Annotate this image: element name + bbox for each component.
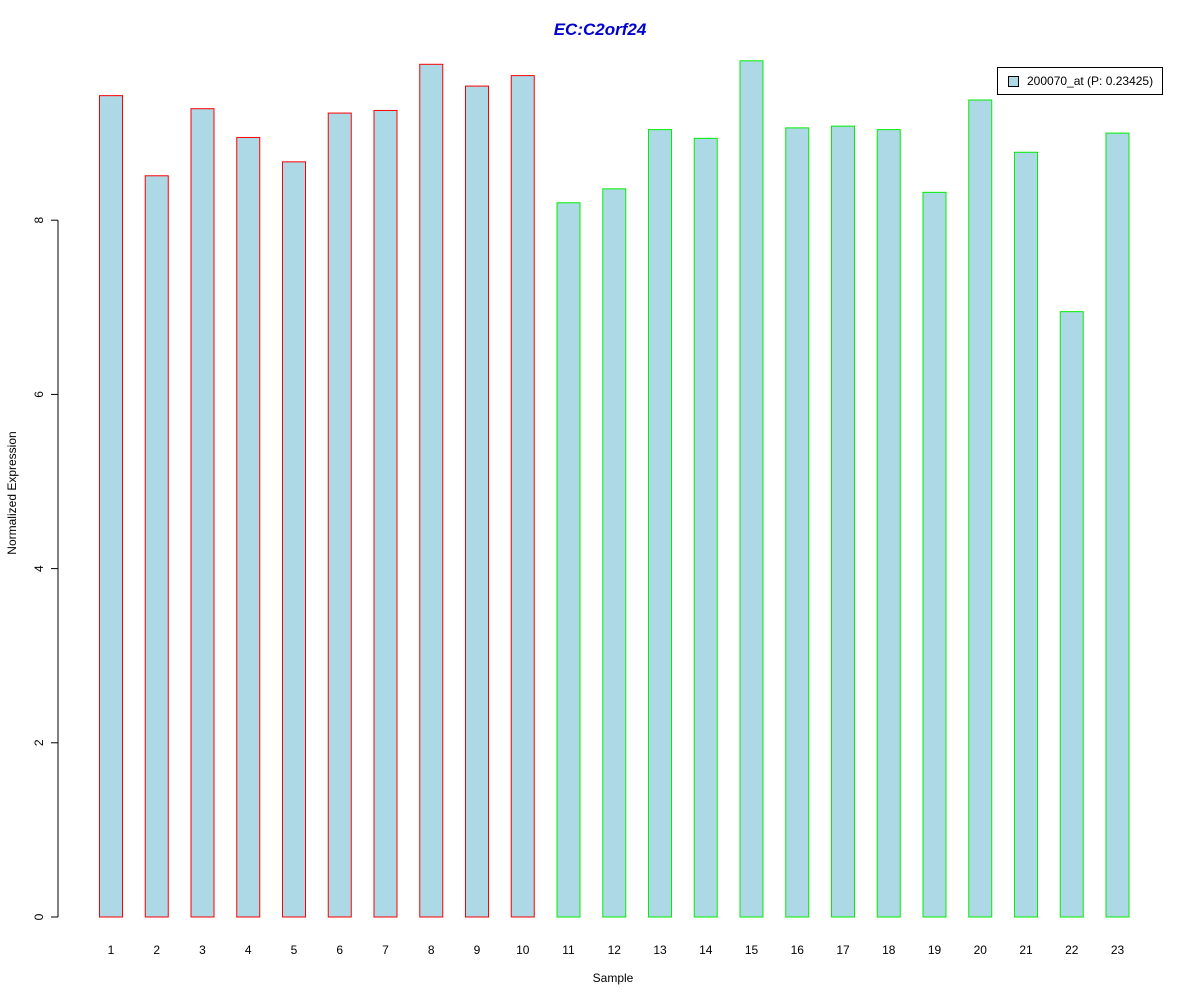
x-tick-label: 16 [791, 943, 805, 957]
bar-sample-11 [556, 202, 581, 918]
y-axis: 0 2 4 6 8 [32, 217, 59, 920]
x-tick-label: 14 [699, 943, 713, 957]
x-tick-label: 9 [474, 943, 481, 957]
x-tick-label: 15 [745, 943, 759, 957]
x-tick-label: 3 [199, 943, 206, 957]
x-tick-label: 4 [245, 943, 252, 957]
bar-sample-19 [922, 191, 947, 918]
bar-sample-13 [648, 129, 672, 918]
x-tick-label: 7 [382, 943, 389, 957]
x-tick-label: 10 [516, 943, 530, 957]
x-tick-label: 8 [428, 943, 435, 957]
x-tick-label: 6 [336, 943, 343, 957]
y-tick-label: 8 [32, 217, 46, 224]
bar-sample-3 [190, 108, 215, 918]
bar-sample-18 [876, 129, 901, 918]
legend-label: 200070_at (P: 0.23425) [1027, 74, 1154, 88]
bars-group [99, 60, 1130, 918]
x-tick-label: 18 [882, 943, 896, 957]
bar-sample-16 [785, 127, 810, 918]
legend: 200070_at (P: 0.23425) [997, 67, 1163, 95]
x-tick-label: 12 [608, 943, 622, 957]
bar-sample-21 [1014, 151, 1038, 918]
x-tick-label: 5 [291, 943, 298, 957]
x-tick-label: 20 [974, 943, 988, 957]
x-tick-label: 11 [562, 943, 575, 957]
y-axis-label: Normalized Expression [5, 431, 19, 555]
x-axis-label: Sample [592, 971, 634, 985]
bar-sample-12 [602, 188, 627, 918]
x-tick-label: 23 [1111, 943, 1125, 957]
bar-sample-10 [510, 75, 535, 918]
y-tick-label: 0 [32, 913, 46, 920]
bar-sample-15 [739, 60, 764, 918]
x-tick-label: 2 [153, 943, 160, 957]
bar-sample-20 [968, 99, 993, 918]
x-tick-labels: 1 2 3 4 5 6 7 8 9 10 11 12 13 14 15 16 17 18 19 20 21 22 23 [108, 943, 1125, 957]
legend-swatch [1008, 75, 1019, 87]
x-tick-label: 19 [928, 943, 942, 957]
bar-sample-14 [693, 137, 718, 918]
chart-title: EC:C2orf24 [553, 20, 647, 39]
y-tick-label: 4 [32, 565, 46, 572]
y-tick-label: 6 [32, 391, 46, 398]
x-tick-label: 22 [1065, 943, 1079, 957]
bar-sample-7 [373, 109, 398, 918]
y-tick-label: 2 [32, 739, 46, 746]
bar-sample-5 [282, 161, 306, 918]
bar-sample-9 [465, 85, 489, 918]
x-tick-label: 21 [1019, 943, 1033, 957]
bar-sample-22 [1059, 311, 1084, 918]
x-tick-label: 17 [836, 943, 850, 957]
bar-sample-8 [419, 63, 444, 918]
bar-sample-1 [99, 95, 123, 918]
x-tick-label: 1 [108, 943, 115, 957]
bar-sample-4 [236, 136, 261, 918]
bar-sample-6 [327, 112, 352, 918]
x-tick-label: 13 [653, 943, 667, 957]
bar-sample-17 [831, 125, 855, 918]
bar-sample-2 [144, 175, 169, 918]
bar-sample-23 [1105, 132, 1130, 918]
